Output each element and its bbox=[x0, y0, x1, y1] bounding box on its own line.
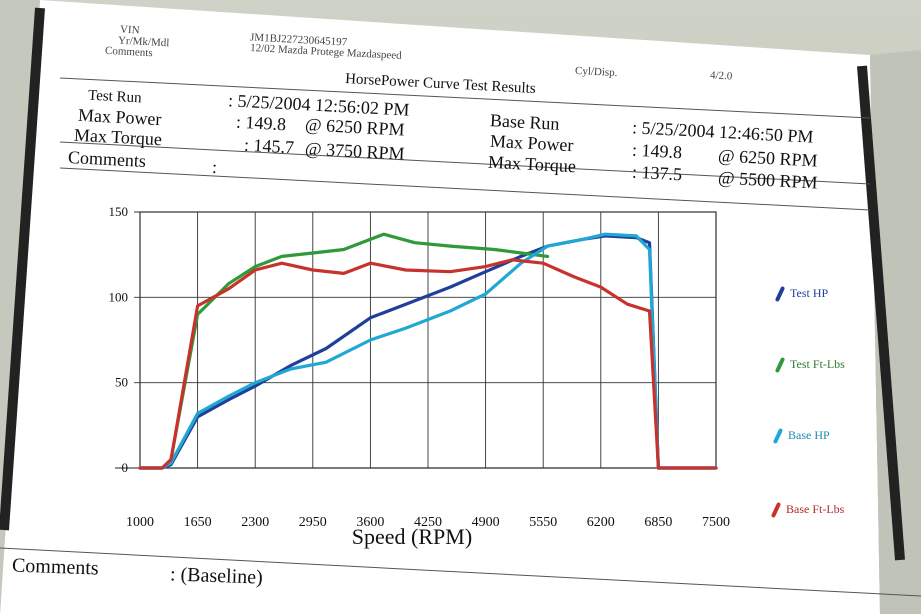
x-tick-label: 7500 bbox=[702, 515, 730, 530]
x-tick-label: 1650 bbox=[184, 515, 212, 530]
y-tick-label: 50 bbox=[115, 375, 128, 390]
x-tick-label: 3600 bbox=[356, 515, 384, 530]
x-tick-label: 5550 bbox=[529, 515, 557, 530]
x-tick-label: 2300 bbox=[241, 515, 269, 530]
series-line-base-ft-lbs bbox=[138, 258, 718, 470]
y-tick-label: 150 bbox=[109, 204, 129, 219]
x-tick-label: 6200 bbox=[587, 515, 615, 530]
series-line-base-hp bbox=[138, 232, 718, 470]
chart-ticks: 1000 1650 2300 2950 3600 4250 4900 5550 6200 6850… bbox=[109, 204, 731, 530]
footer-comments-value: : (Baseline) bbox=[169, 563, 264, 589]
legend-base-ft-lbs: Base Ft-Lbs bbox=[770, 502, 845, 519]
x-tick-label: 4250 bbox=[414, 515, 442, 530]
legend-test-hp: Test HP bbox=[774, 286, 829, 303]
y-tick-label: 100 bbox=[109, 289, 129, 304]
chart-series bbox=[138, 232, 718, 470]
x-tick-label: 4900 bbox=[472, 515, 500, 530]
legend-base-ft-lbs-label: Base Ft-Lbs bbox=[786, 502, 845, 516]
x-tick-label: 6850 bbox=[644, 515, 672, 530]
x-tick-label: 2950 bbox=[299, 515, 327, 530]
legend-base-hp-label: Base HP bbox=[788, 428, 830, 442]
footer-comments-label: Comments bbox=[11, 554, 100, 580]
x-tick-label: 1000 bbox=[126, 515, 154, 530]
chart-grid bbox=[115, 211, 717, 469]
legend-test-ft-lbs-label: Test Ft-Lbs bbox=[790, 357, 845, 371]
legend-base-hp: Base HP bbox=[772, 428, 830, 445]
y-tick-label: 0 bbox=[122, 460, 129, 475]
legend-test-hp-label: Test HP bbox=[790, 286, 829, 300]
series-line-test-hp bbox=[138, 234, 718, 470]
series-line-test-ft-lbs bbox=[138, 232, 550, 470]
legend-test-ft-lbs: Test Ft-Lbs bbox=[774, 357, 845, 374]
x-axis-label: Speed (RPM) bbox=[352, 524, 472, 549]
